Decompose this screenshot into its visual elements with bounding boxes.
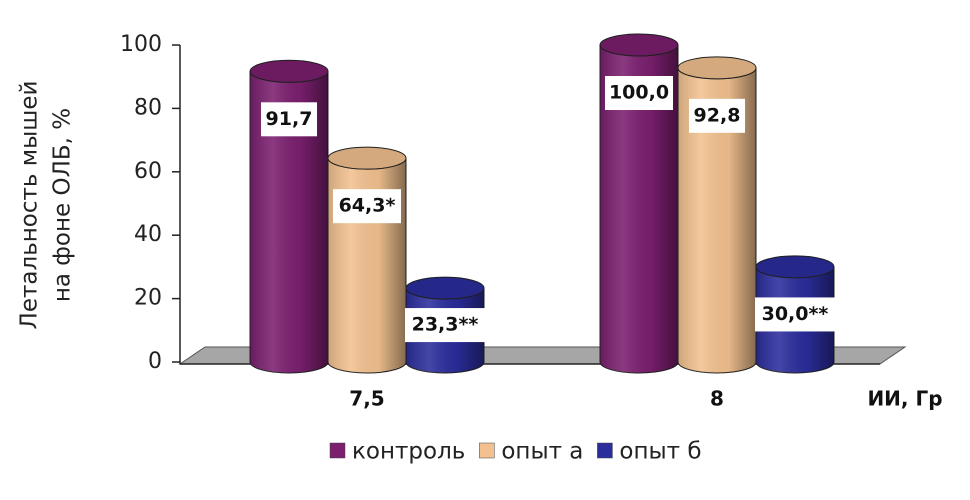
- bar-top: [249, 59, 329, 83]
- value-label: 100,0: [609, 82, 669, 104]
- value-label: 23,3**: [412, 314, 479, 336]
- y-tick-label: 20: [134, 286, 162, 311]
- value-label-box: [755, 297, 835, 332]
- bar-top-shade: [756, 255, 834, 278]
- y-tick-label: 100: [120, 32, 162, 57]
- x-axis-label: ИИ, Гр: [867, 387, 942, 411]
- value-label-box: [689, 98, 745, 133]
- y-axis-label-line: на фоне ОЛБ, %: [50, 108, 76, 302]
- bar-shade: [250, 71, 328, 373]
- bar-top: [599, 33, 679, 57]
- legend-swatch: [479, 442, 495, 459]
- bar-top-shade: [250, 60, 328, 83]
- legend-label: опыт б: [619, 439, 701, 465]
- y-axis-label-line: Летальность мышей: [17, 81, 43, 330]
- y-tick-label: 0: [148, 349, 162, 374]
- bar-top-shade: [328, 147, 406, 170]
- bar-top-shade: [406, 277, 484, 300]
- bar-top: [677, 56, 757, 80]
- legend-label: опыт а: [501, 439, 583, 465]
- y-axis-label: Летальность мышей на фоне ОЛБ, %: [17, 81, 76, 330]
- value-label: 91,7: [266, 108, 313, 130]
- value-label: 64,3*: [339, 195, 396, 217]
- bar-shade: [678, 67, 756, 373]
- value-label-box: [261, 102, 317, 137]
- value-label-box: [333, 189, 401, 224]
- bar-top: [405, 276, 485, 300]
- value-label: 30,0**: [762, 303, 829, 325]
- x-tick-label: 8: [710, 387, 724, 411]
- bar-top-shade: [678, 56, 756, 79]
- y-tick-label: 40: [134, 222, 162, 247]
- value-label-box: [405, 308, 485, 343]
- bar-top: [327, 146, 407, 170]
- x-tick-label: 7,5: [349, 387, 384, 411]
- legend-swatch: [597, 442, 613, 459]
- bar-top: [755, 255, 835, 279]
- legend-label: контроль: [352, 439, 465, 465]
- value-label-box: [605, 76, 673, 110]
- y-tick-label: 60: [134, 159, 162, 184]
- bar-shade: [600, 45, 678, 373]
- bar-top-shade: [600, 34, 678, 56]
- value-label: 92,8: [694, 104, 741, 126]
- y-tick-label: 80: [134, 95, 162, 120]
- legend-swatch: [329, 442, 346, 459]
